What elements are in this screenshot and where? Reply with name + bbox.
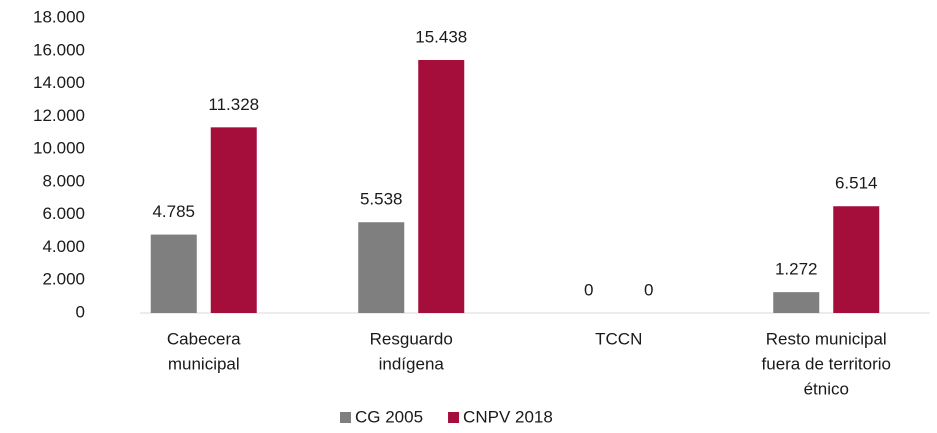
y-tick-label: 4.000	[42, 237, 85, 256]
value-label: 5.538	[360, 190, 403, 209]
y-tick-label: 2.000	[42, 270, 85, 289]
bar	[773, 292, 820, 313]
value-label: 0	[644, 280, 653, 299]
x-tick-label: étnico	[804, 379, 849, 398]
x-tick-label: indígena	[379, 354, 445, 373]
y-tick-label: 6.000	[42, 204, 85, 223]
legend-swatch	[340, 412, 351, 423]
x-tick-label: municipal	[168, 354, 240, 373]
value-label: 15.438	[415, 27, 467, 46]
value-label: 1.272	[775, 260, 818, 279]
bar	[833, 206, 880, 313]
y-tick-label: 14.000	[33, 73, 85, 92]
y-tick-label: 8.000	[42, 171, 85, 190]
bar	[210, 127, 257, 313]
y-tick-label: 12.000	[33, 106, 85, 125]
y-tick-label: 0	[76, 302, 85, 321]
value-label: 0	[584, 280, 593, 299]
value-label: 4.785	[152, 202, 195, 221]
y-tick-label: 10.000	[33, 139, 85, 158]
y-tick-label: 16.000	[33, 40, 85, 59]
x-tick-label: Resto municipal	[766, 329, 887, 348]
x-tick-label: fuera de territorio	[762, 354, 891, 373]
y-tick-label: 18.000	[33, 7, 85, 26]
value-label: 6.514	[835, 174, 878, 193]
value-label: 11.328	[208, 95, 259, 114]
legend-swatch	[448, 412, 460, 423]
bar	[358, 222, 405, 313]
x-tick-label: Cabecera	[167, 329, 241, 348]
bar	[418, 59, 465, 313]
legend-label: CNPV 2018	[463, 407, 553, 426]
x-tick-label: Resguardo	[370, 329, 453, 348]
x-tick-label: TCCN	[595, 329, 642, 348]
legend-label: CG 2005	[355, 407, 423, 426]
bar	[150, 234, 197, 313]
